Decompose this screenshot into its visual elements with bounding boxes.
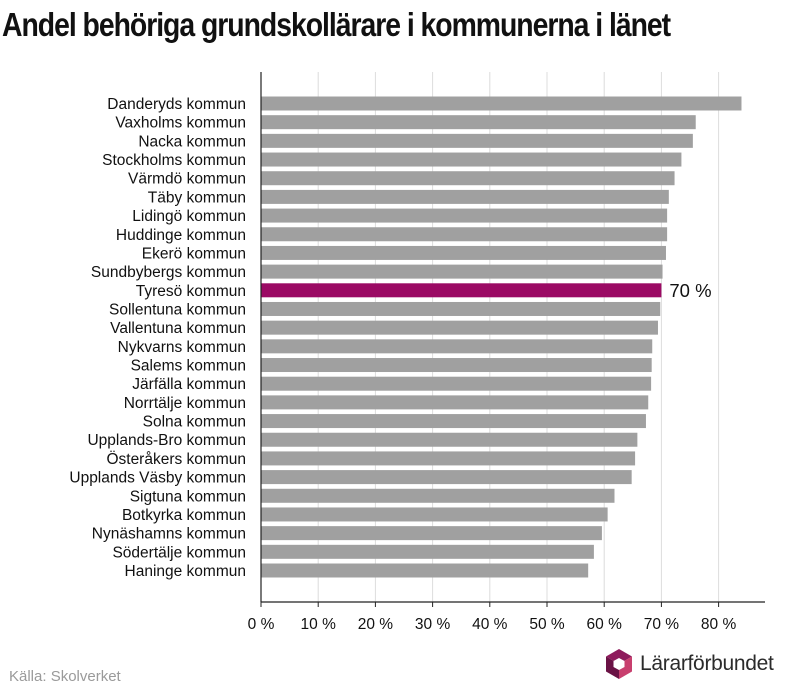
bar: [261, 470, 632, 485]
brand-name: Lärarförbundet: [640, 652, 774, 675]
x-tick-label: 70 %: [644, 616, 680, 633]
category-label: Sollentuna kommun: [109, 301, 246, 318]
bar: [261, 320, 658, 335]
category-label: Lidingö kommun: [132, 208, 246, 225]
x-tick-label: 30 %: [415, 616, 451, 633]
bar: [261, 227, 668, 242]
source-note: Källa: Skolverket: [9, 668, 121, 685]
bar: [261, 507, 608, 522]
bar: [261, 208, 668, 223]
x-tick-label: 10 %: [301, 616, 337, 633]
bar: [261, 264, 663, 279]
bar: [261, 171, 675, 186]
chart-title: Andel behöriga grundskollärare i kommune…: [2, 6, 671, 43]
bar-highlighted: [261, 283, 662, 298]
category-label: Järfälla kommun: [132, 376, 246, 393]
category-label: Upplands-Bro kommun: [87, 432, 246, 449]
category-label: Vallentuna kommun: [110, 320, 246, 337]
category-label: Tyresö kommun: [136, 283, 246, 300]
category-label: Salems kommun: [131, 358, 246, 375]
category-label: Täby kommun: [148, 189, 246, 206]
category-label: Sundbybergs kommun: [91, 264, 246, 281]
bar: [261, 339, 653, 354]
bar: [261, 395, 649, 410]
category-label: Nynäshamns kommun: [92, 526, 246, 543]
x-tick-label: 20 %: [358, 616, 394, 633]
bar: [261, 96, 742, 111]
bar: [261, 133, 693, 148]
x-tick-label: 0 %: [248, 616, 275, 633]
bar: [261, 152, 682, 167]
brand-logo-icon: [606, 649, 632, 679]
bar: [261, 301, 661, 316]
category-label: Upplands Väsby kommun: [69, 470, 246, 487]
x-tick-label: 60 %: [587, 616, 623, 633]
category-label: Stockholms kommun: [102, 152, 246, 169]
category-label: Huddinge kommun: [116, 227, 246, 244]
bar: [261, 376, 652, 391]
bar: [261, 432, 638, 447]
bar: [261, 358, 652, 373]
bar: [261, 451, 636, 466]
category-label: Danderyds kommun: [107, 96, 246, 113]
category-label: Österåkers kommun: [106, 450, 246, 468]
category-label: Nykvarns kommun: [118, 339, 246, 356]
category-label: Södertälje kommun: [112, 544, 246, 561]
x-tick-label: 50 %: [529, 616, 565, 633]
category-label: Norrtälje kommun: [124, 395, 246, 412]
x-tick-label: 40 %: [472, 616, 508, 633]
category-label: Värmdö kommun: [128, 171, 246, 188]
bar: [261, 115, 696, 130]
bar: [261, 544, 594, 559]
bar: [261, 245, 666, 260]
category-label: Solna kommun: [143, 414, 246, 431]
category-label: Ekerö kommun: [142, 245, 246, 262]
highlight-value-label: 70 %: [669, 280, 711, 301]
bar: [261, 526, 602, 541]
category-label: Nacka kommun: [138, 133, 246, 150]
bar: [261, 189, 669, 204]
x-tick-label: 80 %: [701, 616, 737, 633]
category-label: Haninge kommun: [125, 563, 246, 580]
bar: [261, 563, 589, 578]
category-label: Vaxholms kommun: [115, 115, 246, 132]
category-label: Botkyrka kommun: [122, 507, 246, 524]
bar: [261, 414, 646, 429]
bar: [261, 488, 615, 503]
category-label: Sigtuna kommun: [130, 488, 246, 505]
